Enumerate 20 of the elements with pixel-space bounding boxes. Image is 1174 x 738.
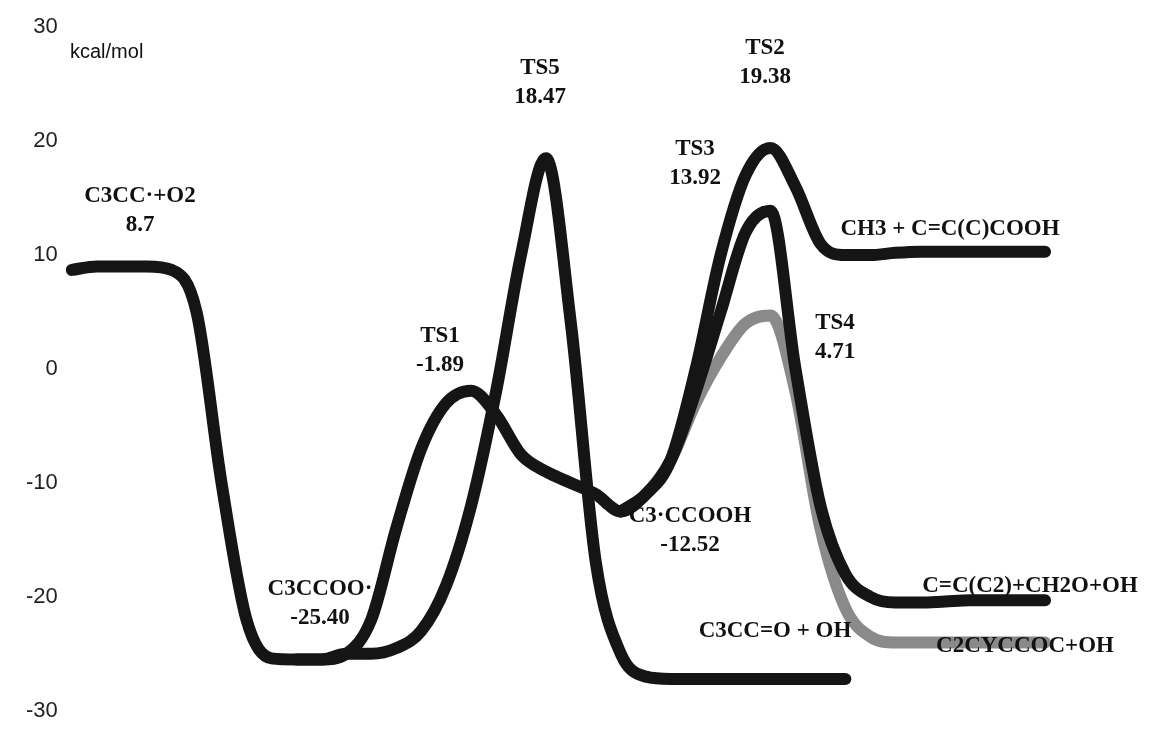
y-tick-label: 0 (45, 355, 58, 381)
annotation: CH3 + C=C(C)COOH (840, 215, 1060, 241)
annotation: TS3 13.92 (669, 135, 721, 190)
y-tick-label: 10 (33, 241, 58, 267)
annotation: C=C(C2)+CH2O+OH (922, 572, 1138, 598)
y-axis-title: kcal/mol (70, 39, 144, 62)
y-tick-label: -30 (26, 696, 58, 722)
y-tick-label: -20 (26, 582, 58, 608)
annotation: C3·CCOOH -12.52 (628, 502, 752, 557)
annotation: TS2 19.38 (739, 34, 791, 89)
y-tick-label: -10 (26, 469, 58, 494)
y-tick-label: 30 (33, 13, 58, 39)
annotation: C3CC·+O2 8.7 (84, 182, 196, 237)
annotation: C3CCOO· -25.40 (267, 575, 373, 630)
annotation: TS5 18.47 (514, 54, 566, 109)
annotation: TS1 -1.89 (416, 322, 464, 377)
annotation: C2CYCCOC+OH (936, 632, 1115, 658)
annotation: C3CC=O + OH (698, 617, 852, 643)
annotation: TS4 4.71 (814, 309, 856, 364)
y-tick-label: 20 (33, 127, 58, 153)
